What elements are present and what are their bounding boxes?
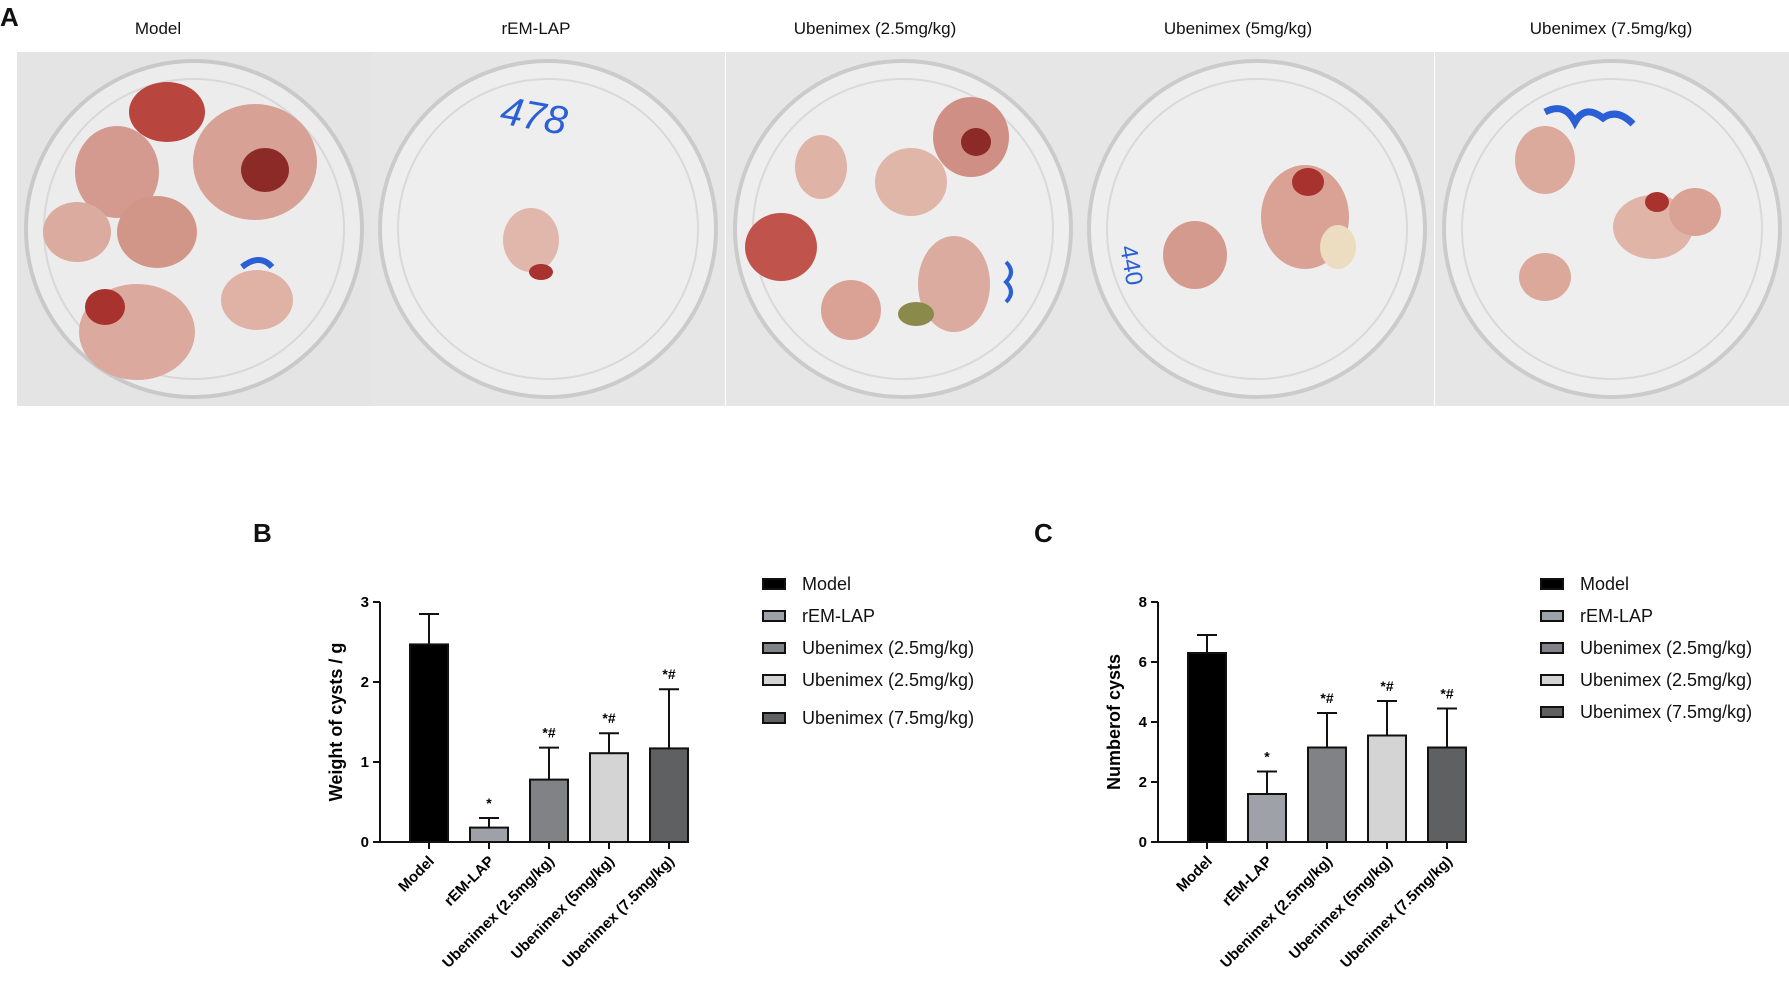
- legend-label: Ubenimex (2.5mg/kg): [1580, 637, 1753, 658]
- legend-item-ub25: Ubenimex (2.5mg/kg): [1540, 632, 1752, 664]
- bar: [1247, 793, 1287, 843]
- legend-swatch: [762, 578, 786, 590]
- legend-item-ub75: Ubenimex (7.5mg/kg): [762, 702, 974, 734]
- legend-swatch: [1540, 578, 1564, 590]
- bar: [1427, 746, 1467, 843]
- x-tick-label: Ubenimex (7.5mg/kg): [559, 853, 678, 972]
- legend-label: Ubenimex (7.5mg/kg): [1580, 701, 1753, 722]
- legend-label: Ubenimex (2.5mg/kg): [802, 669, 975, 690]
- photo-label-model: Model: [134, 19, 182, 38]
- chart-c: 0 2 4 6 8 Numberof cysts Model * rEM-LAP *# Ubenim…: [1104, 594, 1467, 972]
- legend-item-ub25: Ubenimex (2.5mg/kg): [762, 632, 974, 664]
- x-tick-label: Model: [395, 853, 438, 896]
- legend-item-model: Model: [762, 568, 974, 600]
- bar: [529, 778, 569, 844]
- y-tick-label: 4: [1139, 714, 1148, 731]
- photo-remlap: 478: [371, 52, 726, 406]
- bar: [1307, 746, 1347, 843]
- cyst-photo-strip: 478 440: [17, 52, 1789, 406]
- x-tick-label: Model: [1173, 853, 1216, 896]
- photo-ub25: [725, 52, 1080, 406]
- significance-label: *: [486, 795, 492, 811]
- y-tick-label: 2: [361, 674, 369, 691]
- significance-label: *#: [542, 725, 555, 741]
- photo-label-ub75: Ubenimex (7.5mg/kg): [1529, 19, 1693, 38]
- legend-label: Ubenimex (2.5mg/kg): [802, 637, 975, 658]
- legend-label: rEM-LAP: [802, 605, 876, 626]
- panel-label-a: A: [0, 2, 19, 32]
- legend-swatch: [1540, 642, 1564, 654]
- legend-swatch: [762, 642, 786, 654]
- legend-swatch: [762, 674, 786, 686]
- significance-label: *#: [1440, 686, 1453, 702]
- x-tick-label: Ubenimex (2.5mg/kg): [1217, 853, 1336, 972]
- legend-swatch: [1540, 706, 1564, 718]
- legend-label: Ubenimex (2.5mg/kg): [1580, 669, 1753, 690]
- significance-label: *#: [1320, 690, 1333, 706]
- significance-label: *#: [1380, 678, 1393, 694]
- legend-swatch: [762, 610, 786, 622]
- y-axis-label: Weight of cysts / g: [326, 643, 346, 802]
- photo-ub75: [1434, 52, 1789, 406]
- legend-item-ub5: Ubenimex (2.5mg/kg): [762, 664, 974, 696]
- photo-label-ub25: Ubenimex (2.5mg/kg): [793, 19, 957, 38]
- legend-item-ub5: Ubenimex (2.5mg/kg): [1540, 664, 1752, 696]
- x-tick-label: Ubenimex (5mg/kg): [508, 853, 618, 963]
- legend-label: Model: [1580, 573, 1630, 594]
- bar: [649, 747, 689, 843]
- tissue-blob: [43, 82, 317, 380]
- bar: [589, 752, 629, 843]
- legend-label: rEM-LAP: [1580, 605, 1654, 626]
- significance-label: *: [1264, 749, 1270, 765]
- y-tick-label: 1: [361, 754, 369, 771]
- photo-label-ub5: Ubenimex (5mg/kg): [1163, 19, 1313, 38]
- significance-label: *#: [662, 666, 675, 682]
- legend-label: Model: [802, 573, 852, 594]
- significance-label: *#: [602, 710, 615, 726]
- legend-swatch: [1540, 674, 1564, 686]
- x-tick-label: Ubenimex (7.5mg/kg): [1337, 853, 1456, 972]
- x-tick-label: rEM-LAP: [441, 853, 498, 910]
- y-tick-label: 8: [1139, 594, 1147, 611]
- panel-label-b: B: [253, 518, 272, 548]
- bar: [409, 643, 449, 844]
- legend-label: Ubenimex (7.5mg/kg): [802, 707, 975, 728]
- photo-ub5: 440: [1080, 52, 1435, 406]
- y-tick-label: 0: [1139, 834, 1147, 851]
- x-tick-label: rEM-LAP: [1219, 853, 1276, 910]
- y-tick-label: 3: [361, 594, 369, 611]
- bar: [1187, 652, 1227, 843]
- legend-item-remlap: rEM-LAP: [762, 600, 974, 632]
- legend-swatch: [762, 712, 786, 724]
- photo-label-remlap: rEM-LAP: [501, 19, 571, 38]
- legend-c: Model rEM-LAP Ubenimex (2.5mg/kg) Ubenim…: [1540, 568, 1752, 728]
- panel-label-c: C: [1034, 518, 1053, 548]
- legend-item-remlap: rEM-LAP: [1540, 600, 1752, 632]
- bar: [469, 826, 509, 844]
- chart-b: 0 1 2 3 Weight of cysts / g Model * rEM-LAP *# Ub…: [326, 594, 689, 972]
- y-tick-label: 0: [361, 834, 369, 851]
- bar: [1367, 734, 1407, 843]
- photo-model: [17, 52, 371, 406]
- y-tick-label: 6: [1139, 654, 1147, 671]
- y-axis-label: Numberof cysts: [1104, 654, 1124, 790]
- legend-b: Model rEM-LAP Ubenimex (2.5mg/kg) Ubenim…: [762, 568, 974, 734]
- x-tick-label: Ubenimex (2.5mg/kg): [439, 853, 558, 972]
- legend-item-model: Model: [1540, 568, 1752, 600]
- y-tick-label: 2: [1139, 774, 1147, 791]
- x-tick-label: Ubenimex (5mg/kg): [1286, 853, 1396, 963]
- legend-item-ub75: Ubenimex (7.5mg/kg): [1540, 696, 1752, 728]
- legend-swatch: [1540, 610, 1564, 622]
